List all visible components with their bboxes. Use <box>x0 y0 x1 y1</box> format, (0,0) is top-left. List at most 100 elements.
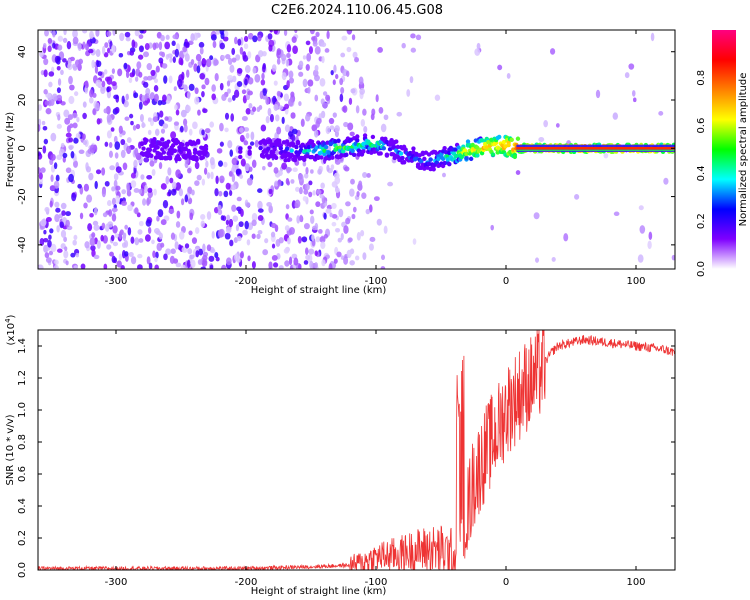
noise-cell <box>286 237 291 245</box>
noise-cell <box>164 41 171 50</box>
noise-cell <box>146 63 153 71</box>
noise-cell <box>318 229 323 234</box>
noise-cell <box>49 228 54 234</box>
noise-cell <box>69 84 75 91</box>
noise-cell <box>48 81 53 88</box>
noise-cell <box>229 64 235 73</box>
noise-cell <box>71 192 77 202</box>
noise-cell <box>91 249 96 258</box>
ridge-cell <box>247 145 252 150</box>
ridge-cell <box>370 134 376 140</box>
noise-cell <box>265 115 270 124</box>
noise-cell <box>127 204 133 212</box>
noise-cell <box>595 89 601 99</box>
noise-cell <box>133 187 140 193</box>
noise-cell <box>373 196 380 202</box>
noise-cell <box>334 125 340 133</box>
noise-cell <box>172 34 179 40</box>
noise-cell <box>335 228 341 233</box>
noise-cell <box>245 132 250 139</box>
noise-cell <box>305 254 311 261</box>
noise-cell <box>189 212 194 221</box>
noise-cell <box>319 193 324 199</box>
noise-cell <box>128 252 134 257</box>
noise-cell <box>362 171 368 179</box>
noise-cell <box>131 39 136 48</box>
ridge-cell <box>273 155 279 160</box>
noise-cell <box>284 260 290 267</box>
noise-cell <box>219 175 225 184</box>
noise-cell <box>67 58 72 66</box>
noise-cell <box>215 30 221 35</box>
noise-cell <box>286 44 292 53</box>
noise-cell <box>153 78 159 84</box>
spectrogram-xtick-label: -200 <box>235 276 258 287</box>
ridge-cell <box>306 148 312 153</box>
noise-cell <box>187 186 193 195</box>
noise-cell <box>330 69 334 76</box>
noise-cell <box>111 213 117 222</box>
noise-cell <box>302 161 307 167</box>
noise-cell <box>555 123 560 128</box>
noise-cell <box>84 80 89 89</box>
noise-cell <box>89 237 96 247</box>
noise-cell <box>320 241 326 250</box>
noise-cell <box>84 241 90 249</box>
noise-cell <box>159 110 164 118</box>
noise-cell <box>200 266 207 269</box>
spectrogram-cells <box>38 30 675 269</box>
ridge-cell <box>203 150 209 155</box>
noise-cell <box>123 100 129 108</box>
noise-cell <box>68 173 74 183</box>
noise-cell <box>155 65 160 73</box>
noise-cell <box>114 106 120 114</box>
noise-cell <box>268 44 273 52</box>
noise-cell <box>325 94 331 102</box>
ridge-cell <box>355 138 360 143</box>
noise-cell <box>193 63 198 72</box>
noise-cell <box>254 73 261 83</box>
noise-cell <box>130 236 135 244</box>
noise-cell <box>220 31 225 40</box>
noise-cell <box>141 122 146 128</box>
noise-cell <box>287 131 293 137</box>
noise-cell <box>231 47 236 56</box>
noise-cell <box>543 119 548 128</box>
noise-cell <box>347 122 354 131</box>
noise-cell <box>82 133 86 140</box>
ridge-cell <box>506 142 511 148</box>
noise-cell <box>186 91 191 100</box>
noise-cell <box>73 160 79 168</box>
noise-cell <box>224 232 231 240</box>
noise-cell <box>221 264 227 269</box>
ridge-cell <box>509 137 514 143</box>
noise-cell <box>348 97 353 105</box>
noise-cell <box>137 264 143 269</box>
ridge-cell <box>327 153 332 158</box>
noise-cell <box>262 88 267 96</box>
noise-cell <box>307 86 311 94</box>
noise-cell <box>38 151 42 157</box>
noise-cell <box>115 185 121 191</box>
noise-cell <box>43 89 48 95</box>
noise-cell <box>73 265 78 269</box>
noise-cell <box>89 213 94 218</box>
noise-cell <box>93 224 100 231</box>
noise-cell <box>73 234 78 241</box>
ridge-cell <box>152 137 157 142</box>
noise-cell <box>232 75 237 83</box>
noise-cell <box>115 195 121 204</box>
noise-cell <box>57 44 63 51</box>
noise-cell <box>295 186 300 192</box>
noise-cell <box>100 234 104 242</box>
noise-cell <box>194 96 200 105</box>
noise-cell <box>271 222 277 229</box>
noise-cell <box>57 78 62 86</box>
ridge-cell <box>378 151 383 156</box>
noise-cell <box>638 205 644 211</box>
noise-cell <box>294 30 298 34</box>
noise-cell <box>104 180 110 187</box>
noise-cell <box>100 86 106 94</box>
noise-cell <box>224 112 230 120</box>
noise-cell <box>266 201 272 207</box>
